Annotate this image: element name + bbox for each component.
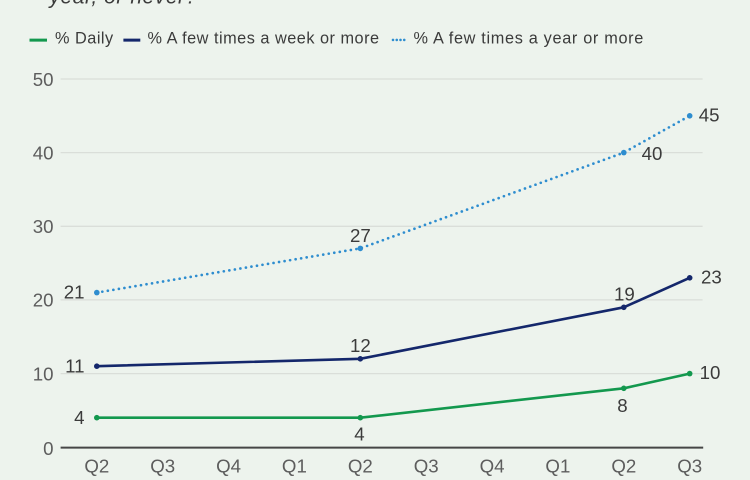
svg-text:Q4: Q4 xyxy=(480,456,505,477)
svg-text:21: 21 xyxy=(64,282,85,303)
svg-text:Q2: Q2 xyxy=(611,456,636,477)
svg-text:40: 40 xyxy=(33,142,54,163)
svg-text:Q1: Q1 xyxy=(282,456,307,477)
svg-text:4: 4 xyxy=(354,424,364,445)
svg-text:11: 11 xyxy=(65,355,84,376)
svg-text:40: 40 xyxy=(642,143,663,164)
svg-text:Q2: Q2 xyxy=(84,456,109,477)
svg-text:year, or never?: year, or never? xyxy=(48,0,198,9)
svg-text:4: 4 xyxy=(74,407,84,428)
svg-text:0: 0 xyxy=(43,438,53,459)
svg-text:50: 50 xyxy=(33,69,54,90)
svg-text:27: 27 xyxy=(350,225,371,246)
svg-text:Q4: Q4 xyxy=(216,456,241,477)
svg-text:8: 8 xyxy=(617,395,627,416)
svg-text:20: 20 xyxy=(33,290,54,311)
svg-text:% A few times a week or more: % A few times a week or more xyxy=(148,30,380,48)
svg-text:Q3: Q3 xyxy=(677,456,702,477)
svg-text:45: 45 xyxy=(699,104,720,125)
svg-text:10: 10 xyxy=(33,363,54,384)
svg-text:Q3: Q3 xyxy=(150,456,175,477)
svg-text:30: 30 xyxy=(33,216,54,237)
svg-text:23: 23 xyxy=(701,267,722,288)
svg-text:% Daily: % Daily xyxy=(55,30,114,48)
svg-text:% A few times a year or more: % A few times a year or more xyxy=(414,30,645,48)
svg-text:Q1: Q1 xyxy=(545,456,570,477)
svg-text:19: 19 xyxy=(614,284,635,305)
svg-text:10: 10 xyxy=(700,362,721,383)
svg-text:12: 12 xyxy=(350,335,371,356)
svg-text:Q3: Q3 xyxy=(414,456,439,477)
svg-text:Q2: Q2 xyxy=(348,456,373,477)
